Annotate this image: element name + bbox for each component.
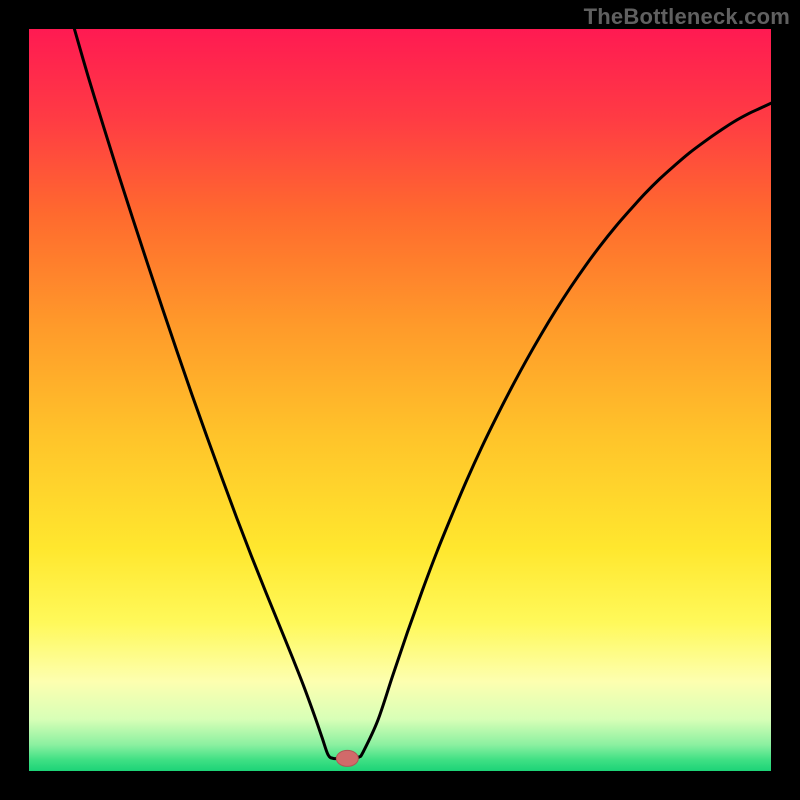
gradient-background (29, 29, 771, 771)
bottleneck-chart (29, 29, 771, 771)
watermark-text: TheBottleneck.com (584, 4, 790, 30)
optimal-point-marker (336, 750, 358, 766)
plot-area (29, 29, 771, 771)
